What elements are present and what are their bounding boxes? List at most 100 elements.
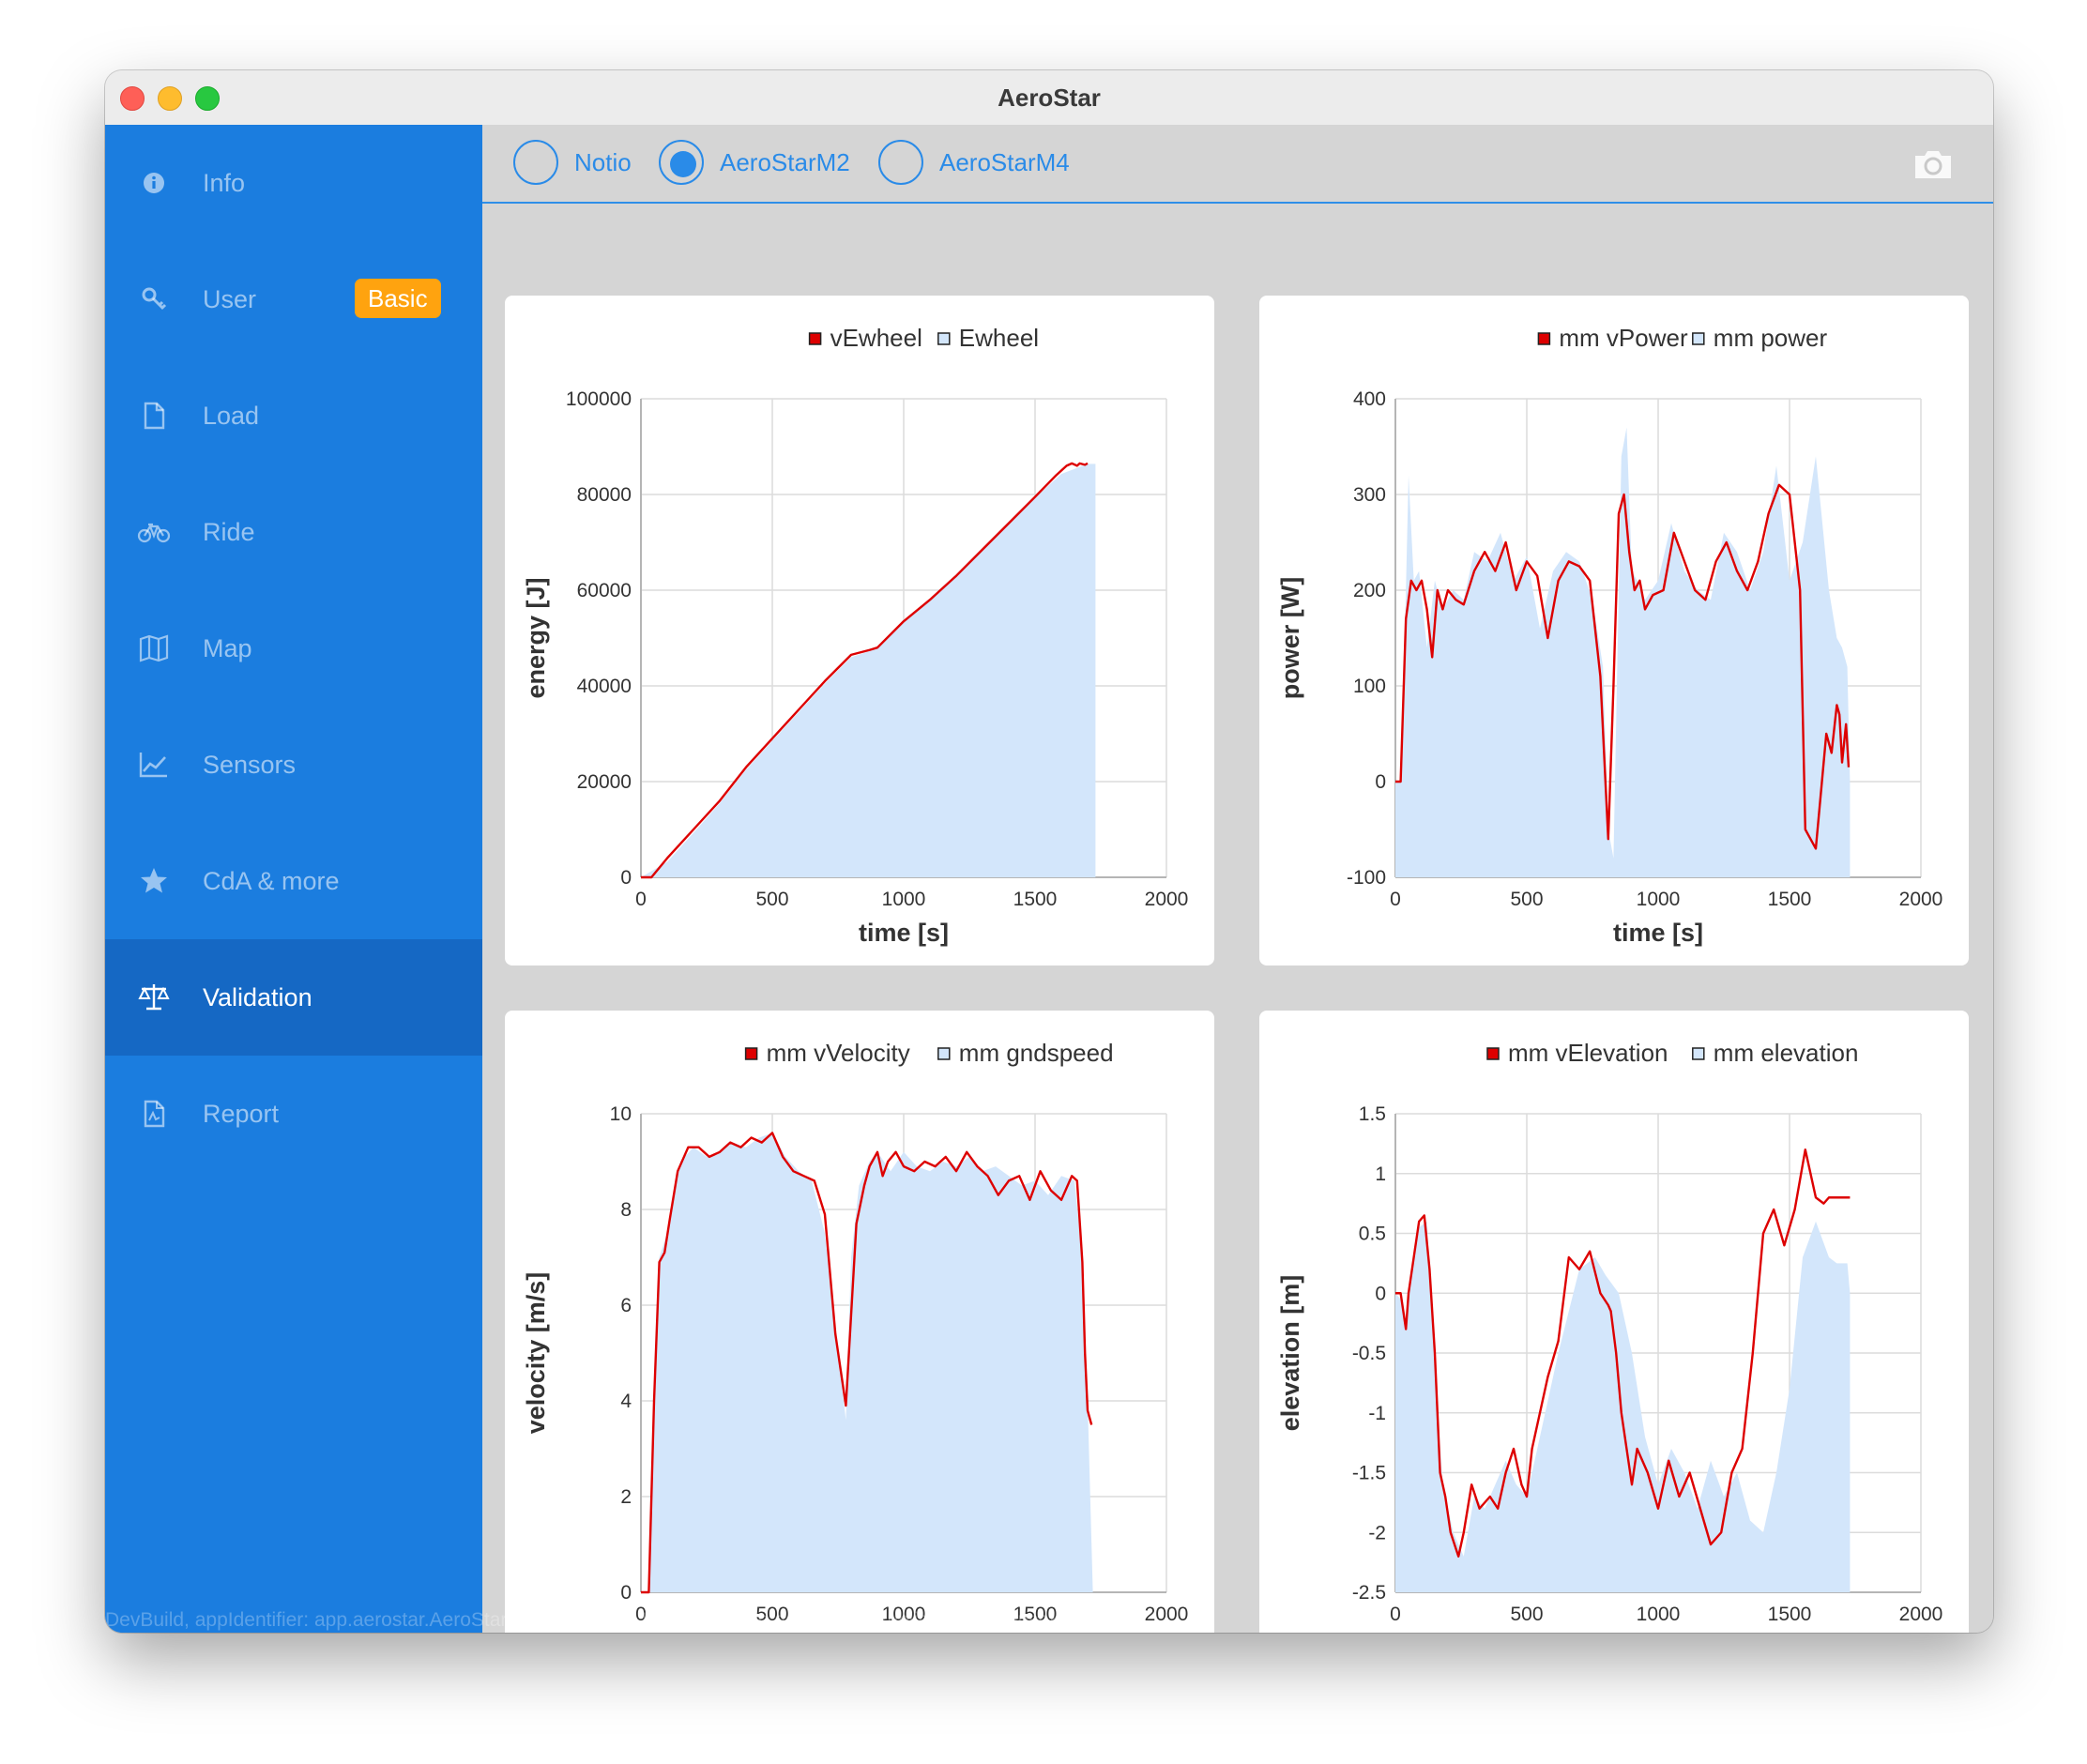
bicycle-icon — [137, 523, 171, 543]
minimize-window-button[interactable] — [158, 86, 182, 111]
maximize-window-button[interactable] — [195, 86, 220, 111]
y-tick-label: -1.5 — [1352, 1463, 1386, 1484]
chart-panel-energy: 0 500 1000 1500 2000 0 20000 40000 60000 80000 100… — [505, 296, 1214, 966]
y-tick-label: 0.5 — [1359, 1224, 1386, 1245]
x-tick-label: 1500 — [1768, 1604, 1812, 1625]
legend-label: mm vVelocity — [767, 1039, 910, 1067]
chart-panel-power: 0 500 1000 1500 2000 -100 0 100 200 300 400 time [s… — [1259, 296, 1969, 966]
legend: vEwheel Ewheel — [808, 324, 1039, 352]
y-axis-label: velocity [m/s] — [522, 1272, 550, 1435]
x-tick-label: 0 — [635, 1604, 647, 1625]
main-content: Notio AeroStarM2 AeroStarM4 0 500 1000 1500… — [482, 125, 1993, 1633]
sidebar-item-report[interactable]: Report — [105, 1056, 482, 1172]
x-tick-label: 2000 — [1145, 1604, 1189, 1625]
radio-circle[interactable] — [878, 140, 923, 185]
sidebar-item-label: Map — [203, 634, 252, 662]
y-tick-label: 100000 — [566, 388, 632, 410]
key-icon — [142, 287, 167, 311]
y-axis-label: elevation [m] — [1276, 1275, 1304, 1432]
legend-swatch — [937, 332, 951, 345]
y-axis-label: energy [J] — [522, 577, 550, 698]
energy-chart: 0 500 1000 1500 2000020000400006000080000100… — [522, 324, 1189, 947]
sidebar-item-cda[interactable]: CdA & more — [105, 823, 482, 939]
sidebar-item-info[interactable]: Info — [105, 125, 482, 241]
build-info-footer: DevBuild, appIdentifier: app.aerostar.Ae… — [105, 1609, 1090, 1631]
sidebar-item-load[interactable]: Load — [105, 357, 482, 474]
radio-label: AeroStarM4 — [939, 148, 1070, 176]
legend-label: mm power — [1714, 324, 1828, 352]
window-title: AeroStar — [998, 84, 1101, 112]
x-tick-label: 500 — [755, 1604, 788, 1625]
sidebar-item-label: Sensors — [203, 751, 297, 779]
y-tick-label: -2.5 — [1352, 1582, 1386, 1604]
legend-swatch — [744, 1047, 758, 1060]
legend-label: vEwheel — [830, 324, 922, 352]
camera-icon[interactable] — [1912, 147, 1955, 181]
legend-swatch — [1537, 332, 1551, 345]
series-area-1 — [1395, 1221, 1851, 1592]
sidebar-item-user[interactable]: User Basic — [105, 241, 482, 357]
y-tick-label: -1 — [1368, 1403, 1386, 1424]
x-axis-label: time [s] — [1613, 919, 1703, 947]
app-window: AeroStar Info User Basic Load — [105, 70, 1993, 1633]
sidebar-item-validation[interactable]: Validation — [105, 939, 482, 1056]
legend-label: Ewheel — [959, 324, 1039, 352]
series-area-1 — [641, 1133, 1093, 1592]
x-tick-label: 1500 — [1768, 889, 1812, 910]
x-tick-label: 2000 — [1899, 889, 1943, 910]
y-tick-label: 200 — [1353, 580, 1386, 601]
title-bar: AeroStar — [105, 70, 1993, 126]
x-tick-label: 2000 — [1145, 889, 1189, 910]
x-tick-label: 1000 — [882, 1604, 926, 1625]
star-icon — [141, 868, 167, 893]
legend-label: mm gndspeed — [959, 1039, 1114, 1067]
close-window-button[interactable] — [120, 86, 145, 111]
sidebar: Info User Basic Load Ride — [105, 125, 482, 1633]
sidebar-item-label: Ride — [203, 518, 255, 546]
license-badge: Basic — [355, 279, 441, 318]
sidebar-item-sensors[interactable]: Sensors — [105, 707, 482, 823]
radio-circle[interactable] — [659, 140, 704, 185]
x-tick-label: 1500 — [1013, 1604, 1058, 1625]
y-tick-label: 0 — [620, 867, 632, 889]
legend-swatch — [937, 1047, 951, 1060]
chart-panel-elevation: 0 500 1000 1500 2000 -2.5 -2 -1.5 -1 -0.5 0 0.5 1 1.5… — [1259, 1011, 1969, 1633]
series-line-0 — [641, 462, 1089, 879]
radio-label: Notio — [574, 148, 632, 176]
legend-swatch — [1692, 332, 1705, 345]
x-tick-label: 500 — [1510, 889, 1543, 910]
sidebar-item-map[interactable]: Map — [105, 590, 482, 707]
sidebar-item-label: CdA & more — [203, 867, 340, 895]
device-selector-bar: Notio AeroStarM2 AeroStarM4 — [482, 125, 1993, 204]
y-tick-label: -100 — [1347, 867, 1386, 889]
y-axis-label: power [W] — [1276, 577, 1304, 699]
pdf-file-icon — [144, 1100, 165, 1128]
x-tick-label: 2000 — [1899, 1604, 1943, 1625]
sidebar-item-label: Load — [203, 402, 260, 430]
series-area-1 — [641, 464, 1096, 877]
y-tick-label: 1.5 — [1359, 1103, 1386, 1125]
y-tick-label: 0 — [1375, 1283, 1386, 1304]
legend-label: mm elevation — [1714, 1039, 1859, 1067]
info-icon — [144, 173, 164, 193]
legend: mm vElevation mm elevation — [1486, 1039, 1859, 1067]
radio-circle[interactable] — [513, 140, 558, 185]
series-area-1 — [1395, 427, 1851, 877]
series-line-0 — [641, 1132, 1093, 1594]
sidebar-item-ride[interactable]: Ride — [105, 474, 482, 590]
x-tick-label: 1000 — [1637, 889, 1681, 910]
radio-label: AeroStarM2 — [720, 148, 850, 176]
y-tick-label: 20000 — [577, 771, 632, 793]
balance-scale-icon — [138, 984, 170, 1011]
y-tick-label: 10 — [610, 1103, 632, 1125]
y-tick-label: 4 — [620, 1391, 632, 1412]
x-tick-label: 1500 — [1013, 889, 1058, 910]
x-tick-label: 500 — [755, 889, 788, 910]
x-tick-label: 500 — [1510, 1604, 1543, 1625]
y-tick-label: 40000 — [577, 676, 632, 697]
y-tick-label: -2 — [1368, 1522, 1386, 1544]
y-tick-label: 0 — [620, 1582, 632, 1604]
radio-selected-dot — [670, 151, 696, 177]
legend: mm vPower mm power — [1537, 324, 1828, 352]
